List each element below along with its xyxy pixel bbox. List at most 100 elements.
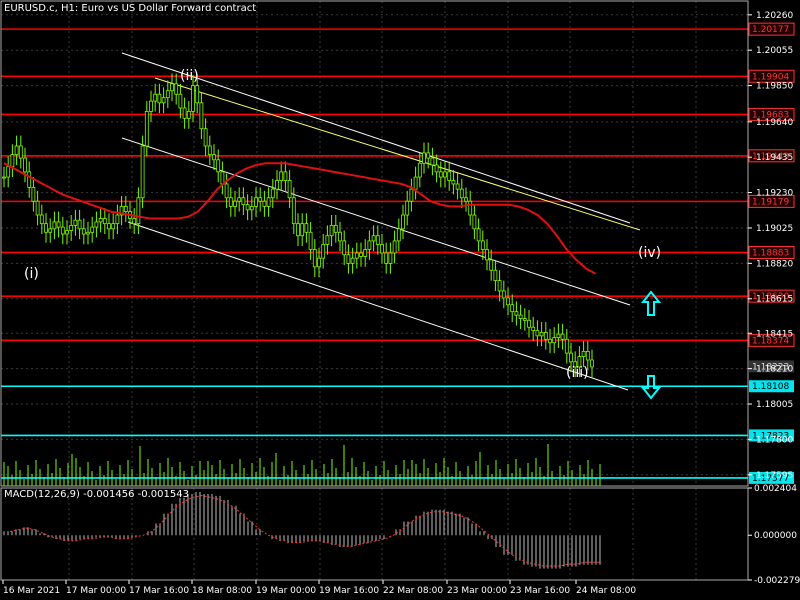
- candle-body: [18, 145, 23, 159]
- macd-axis: 0.002404 0.000000 -0.002279: [748, 484, 800, 586]
- candle-body: [191, 85, 195, 112]
- candle-body: [241, 197, 246, 206]
- candle-body: [270, 188, 275, 199]
- candle-body: [86, 231, 90, 235]
- price-tag-label: 1.18223: [752, 362, 789, 372]
- candle-body: [233, 200, 237, 207]
- price-tick-label: 1.20260: [756, 11, 793, 21]
- price-tick-label: 1.18005: [756, 400, 793, 410]
- candle-body: [65, 230, 69, 235]
- candle-body: [585, 350, 590, 361]
- horizontal-levels: [1, 28, 748, 479]
- price-tag-bg: [749, 380, 794, 393]
- candle-body: [354, 252, 359, 259]
- price-tag-label: 1.19904: [752, 72, 789, 82]
- candle-body: [48, 228, 53, 233]
- candle-body: [438, 171, 443, 178]
- price-tag-label: 1.19179: [752, 197, 789, 207]
- candle-body: [522, 318, 527, 321]
- candle-body: [497, 280, 502, 292]
- candle-body: [304, 223, 309, 233]
- candle-body: [350, 257, 355, 264]
- candle-body: [506, 297, 510, 306]
- price-tick-label: 1.19025: [756, 224, 793, 234]
- candle-body: [363, 249, 368, 257]
- candle-body: [556, 333, 561, 338]
- macd-tick-label: -0.002279: [754, 576, 800, 586]
- macd-tick-label: 0.002404: [754, 484, 797, 494]
- price-tag-bg: [748, 69, 795, 83]
- candle-body: [564, 338, 569, 354]
- candle-body: [275, 180, 279, 190]
- candle-body: [380, 243, 384, 254]
- price-tag-bg: [748, 333, 795, 347]
- candle-body: [359, 252, 363, 257]
- candle-body: [493, 269, 498, 282]
- candle-body: [98, 218, 103, 223]
- candle-body: [510, 304, 515, 313]
- candle-body: [472, 214, 477, 230]
- candle-body: [212, 154, 216, 161]
- candle-body: [581, 350, 586, 357]
- price-tag-bg: [748, 245, 795, 259]
- macd-histogram: [3, 492, 601, 569]
- candle-body: [422, 152, 426, 164]
- price-tag-label: 1.18630: [752, 292, 789, 302]
- chart-grid: [1, 1, 748, 580]
- price-tick-label: 1.18415: [756, 329, 793, 339]
- candle-body: [94, 221, 99, 228]
- candle-body: [548, 338, 552, 344]
- price-tag-bg: [749, 360, 794, 373]
- candle-body: [485, 249, 489, 261]
- candle-body: [111, 223, 116, 230]
- candle-body: [23, 157, 27, 173]
- candle-body: [279, 171, 284, 181]
- candle-body: [157, 93, 162, 104]
- time-tick-label: 18 Mar 08:00: [192, 586, 252, 596]
- candle-body: [186, 111, 191, 119]
- candle-body: [367, 240, 372, 250]
- price-tag-label: 1.18108: [752, 382, 789, 392]
- price-axis: 1.20177 1.19904 1.19683 1.19443 1.19179 1.188…: [748, 11, 795, 484]
- wave-label: (iv): [638, 245, 661, 261]
- price-tag-bg: [748, 289, 795, 303]
- macd-signal-line: [9, 494, 602, 567]
- price-tick-label: 1.19850: [756, 82, 793, 92]
- candle-body: [102, 218, 107, 225]
- candle-body: [73, 219, 78, 226]
- candle-body: [174, 83, 179, 95]
- candle-body: [60, 226, 65, 235]
- price-tag-bg: [748, 149, 795, 163]
- candle-body: [287, 180, 292, 199]
- candle-body: [115, 214, 120, 225]
- candle-body: [266, 197, 271, 207]
- price-tick-label: 1.17595: [756, 471, 793, 481]
- candle-body: [77, 219, 82, 230]
- candle-body: [514, 311, 519, 316]
- candle-body: [577, 356, 582, 368]
- candle-body: [434, 164, 439, 173]
- candle-body: [405, 200, 410, 216]
- candle-body: [468, 200, 473, 216]
- candle-body: [464, 197, 468, 202]
- candle-body: [35, 200, 40, 216]
- candle-body: [161, 97, 166, 104]
- time-tick-label: 19 Mar 16:00: [319, 586, 379, 596]
- candle-body: [417, 162, 422, 178]
- candle-body: [539, 331, 544, 337]
- candle-body: [552, 337, 557, 344]
- candle-body: [207, 145, 212, 156]
- candle-body: [262, 200, 267, 207]
- price-tag-label: 1.20177: [752, 25, 789, 35]
- price-tick-label: 1.18210: [756, 365, 793, 375]
- channel-line: [127, 221, 629, 391]
- candle-body: [531, 326, 536, 332]
- channel-line: [154, 77, 641, 231]
- main-pane-border: [0, 0, 749, 487]
- candle-body: [52, 221, 57, 230]
- candle-body: [291, 197, 296, 225]
- candle-body: [447, 171, 452, 181]
- candle-body: [409, 188, 414, 202]
- candle-body: [182, 107, 187, 119]
